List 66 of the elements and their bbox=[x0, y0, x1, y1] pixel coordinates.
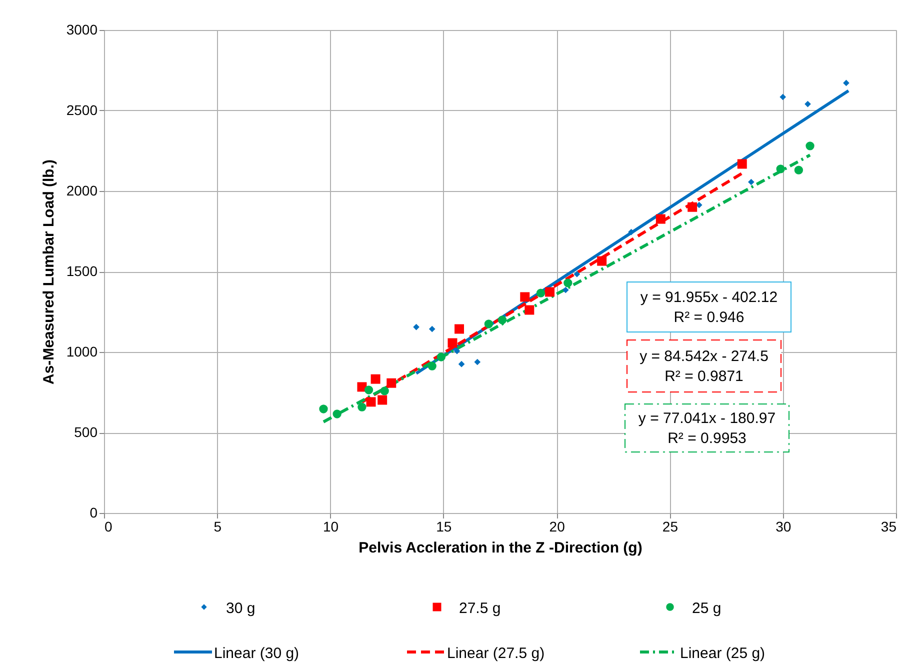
y-tick-label: 2500 bbox=[66, 102, 98, 118]
point bbox=[628, 228, 634, 236]
point bbox=[458, 360, 465, 368]
point bbox=[776, 164, 785, 174]
annotation: y = 91.955x - 402.12 R² = 0.946 bbox=[640, 289, 778, 326]
y-tick-label: 1000 bbox=[66, 344, 98, 360]
point bbox=[597, 256, 607, 266]
point bbox=[806, 142, 814, 150]
point bbox=[380, 386, 389, 396]
x-tick-label: 30 bbox=[776, 518, 792, 534]
point bbox=[357, 382, 367, 392]
legend-label: Linear (25 g) bbox=[680, 645, 766, 662]
point bbox=[520, 292, 530, 302]
y-tick-label: 2000 bbox=[66, 182, 98, 198]
point bbox=[562, 286, 569, 294]
point bbox=[319, 404, 328, 414]
point bbox=[454, 348, 460, 354]
x-axis-title: Pelvis Accleration in the Z -Direction (g) bbox=[358, 540, 642, 556]
point bbox=[574, 270, 580, 278]
point bbox=[332, 410, 342, 418]
y-tick-label: 1500 bbox=[66, 263, 98, 279]
point bbox=[428, 326, 436, 332]
x-tick-label: 35 bbox=[880, 518, 897, 534]
point bbox=[748, 178, 754, 186]
point bbox=[804, 100, 811, 108]
point bbox=[386, 378, 396, 388]
legend-label: Linear (27.5 g) bbox=[447, 645, 545, 662]
legend-label: 25 g bbox=[692, 600, 722, 617]
point bbox=[524, 305, 534, 315]
point bbox=[780, 94, 786, 100]
point bbox=[364, 386, 374, 394]
point bbox=[737, 159, 747, 169]
point bbox=[378, 395, 388, 405]
point bbox=[428, 362, 436, 370]
point bbox=[498, 316, 507, 324]
x-tick-label: 10 bbox=[322, 518, 339, 534]
point bbox=[358, 402, 366, 412]
point bbox=[545, 287, 555, 297]
y-axis-title: As-Measured Lumbar Load (lb.) bbox=[40, 159, 58, 385]
legend-label: 30 g bbox=[226, 600, 256, 617]
x-tick-label: 25 bbox=[662, 518, 678, 534]
annotation: y = 77.041x - 180.97 R² = 0.9953 bbox=[638, 410, 776, 447]
point bbox=[370, 374, 380, 384]
point bbox=[794, 166, 804, 174]
legend-label: 27.5 g bbox=[459, 600, 501, 617]
point bbox=[366, 397, 376, 407]
y-tick-label: 3000 bbox=[66, 22, 98, 38]
point bbox=[454, 324, 464, 334]
point bbox=[843, 80, 850, 86]
y-tick-label: 0 bbox=[90, 504, 98, 520]
legend-label: Linear (30 g) bbox=[214, 645, 300, 662]
point bbox=[656, 214, 666, 224]
point bbox=[564, 278, 572, 288]
point bbox=[688, 202, 698, 212]
x-tick-label: 0 bbox=[104, 518, 112, 534]
annotation: y = 84.542x - 274.5 R² = 0.9871 bbox=[640, 348, 768, 385]
point bbox=[436, 352, 446, 362]
point bbox=[484, 320, 494, 328]
x-tick-label: 15 bbox=[436, 518, 452, 534]
x-tick-label: 20 bbox=[549, 518, 566, 534]
y-tick-label: 500 bbox=[74, 424, 98, 440]
x-tick-label: 5 bbox=[214, 518, 222, 534]
point bbox=[448, 338, 458, 348]
point bbox=[536, 288, 546, 298]
point bbox=[413, 324, 420, 330]
point bbox=[474, 358, 481, 366]
